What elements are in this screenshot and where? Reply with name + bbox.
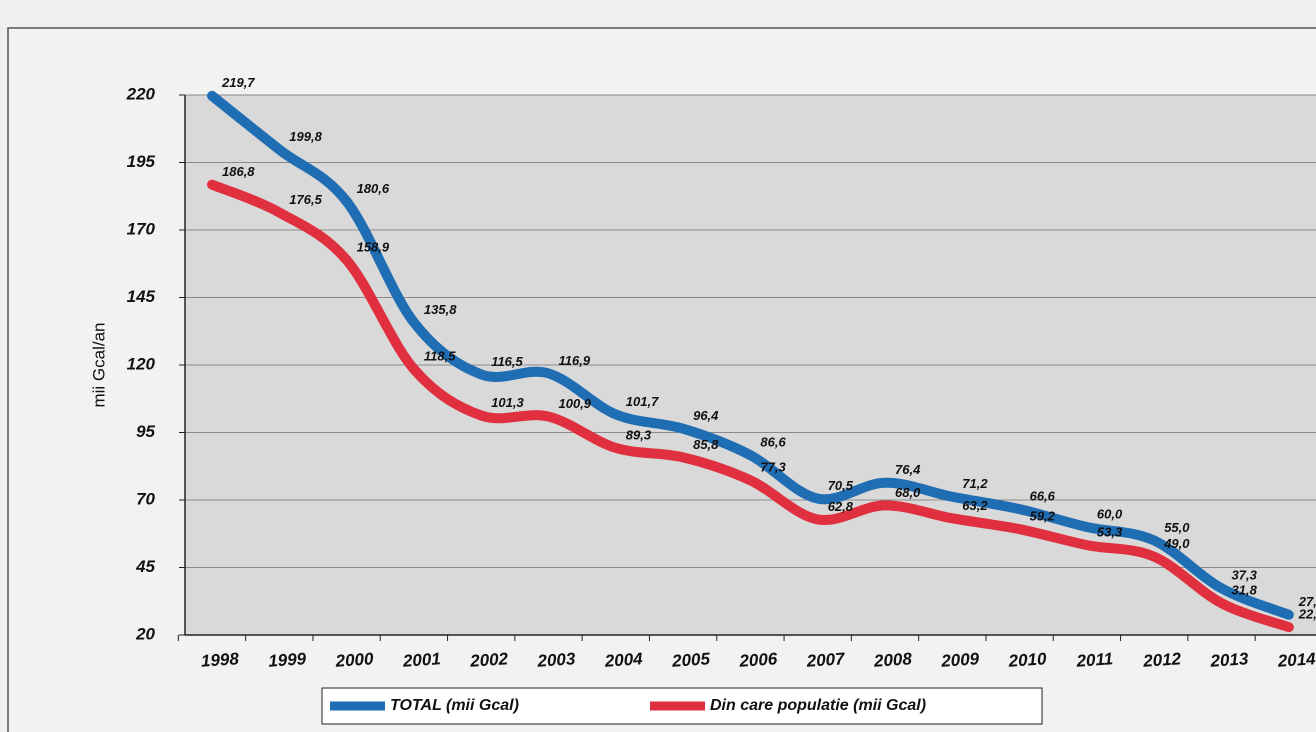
data-label: 158,9 xyxy=(357,239,390,254)
y-tick-label: 120 xyxy=(127,354,156,373)
series-line xyxy=(207,90,1294,620)
x-tick-label: 2004 xyxy=(603,649,644,671)
data-label: 180,6 xyxy=(357,181,390,196)
data-label: 76,4 xyxy=(895,462,921,477)
y-tick-label: 45 xyxy=(135,557,155,576)
x-tick-label: 2013 xyxy=(1209,649,1250,671)
data-label: 59,2 xyxy=(1030,509,1056,524)
data-label: 77,3 xyxy=(760,460,786,475)
data-label: 66,6 xyxy=(1030,489,1056,504)
y-axis-label: mii Gcal/an xyxy=(89,322,108,407)
x-tick-label: 2002 xyxy=(469,649,510,671)
data-label: 70,5 xyxy=(828,478,854,493)
data-label: 219,7 xyxy=(221,75,255,90)
x-tick-label: 1998 xyxy=(200,649,240,671)
data-label: 116,9 xyxy=(559,353,591,368)
data-label: 53,3 xyxy=(1097,525,1123,540)
data-label: 101,7 xyxy=(626,394,659,409)
data-label: 62,8 xyxy=(828,499,854,514)
y-tick-label: 70 xyxy=(136,489,155,508)
series-line xyxy=(207,179,1294,633)
data-label: 63,2 xyxy=(962,498,988,513)
x-tick-label: 2011 xyxy=(1075,649,1114,671)
x-tick-label: 2001 xyxy=(401,649,441,671)
x-tick-label: 2000 xyxy=(334,649,375,671)
data-label: 22,9 xyxy=(1298,607,1316,622)
x-tick-label: 2014 xyxy=(1276,649,1316,671)
x-tick-label: 2010 xyxy=(1007,649,1048,671)
data-label: 176,5 xyxy=(289,192,322,207)
data-label: 49,0 xyxy=(1163,536,1190,551)
x-tick-label: 2008 xyxy=(872,649,913,671)
data-label: 31,8 xyxy=(1232,583,1258,598)
x-tick-label: 2009 xyxy=(940,649,981,671)
data-label: 37,3 xyxy=(1232,568,1258,583)
data-label: 100,9 xyxy=(559,396,592,411)
data-label: 68,0 xyxy=(895,485,921,500)
x-tick-label: 2005 xyxy=(671,649,712,671)
x-tick-label: 1999 xyxy=(268,649,308,671)
data-label: 60,0 xyxy=(1097,506,1123,521)
data-label: 96,4 xyxy=(693,408,719,423)
y-tick-label: 220 xyxy=(126,84,156,103)
x-tick-label: 2006 xyxy=(738,649,779,671)
data-label: 86,6 xyxy=(760,435,786,450)
data-label: 118,5 xyxy=(424,348,456,363)
data-label: 27,5 xyxy=(1298,594,1316,609)
data-label: 85,8 xyxy=(693,437,719,452)
y-tick-label: 195 xyxy=(127,152,156,171)
data-label: 101,3 xyxy=(491,395,524,410)
data-label: 135,8 xyxy=(424,302,457,317)
y-tick-label: 95 xyxy=(136,422,155,441)
legend-label: Din care populatie (mii Gcal) xyxy=(710,697,926,714)
x-tick-label: 2012 xyxy=(1142,649,1183,671)
data-label: 55,0 xyxy=(1164,520,1190,535)
y-tick-label: 20 xyxy=(135,624,155,643)
y-tick-label: 145 xyxy=(127,287,156,306)
data-label: 186,8 xyxy=(222,164,255,179)
data-label: 199,8 xyxy=(289,129,322,144)
data-label: 71,2 xyxy=(962,476,988,491)
x-tick-label: 2007 xyxy=(805,649,847,671)
data-label: 116,5 xyxy=(491,354,523,369)
legend-label: TOTAL (mii Gcal) xyxy=(390,697,519,714)
x-tick-label: 2003 xyxy=(536,649,577,671)
y-tick-label: 170 xyxy=(127,219,156,238)
data-label: 89,3 xyxy=(626,427,652,442)
